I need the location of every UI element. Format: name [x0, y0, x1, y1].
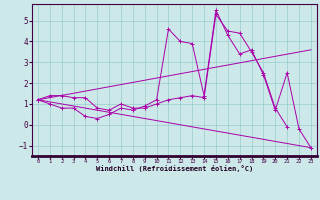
X-axis label: Windchill (Refroidissement éolien,°C): Windchill (Refroidissement éolien,°C)	[96, 165, 253, 172]
